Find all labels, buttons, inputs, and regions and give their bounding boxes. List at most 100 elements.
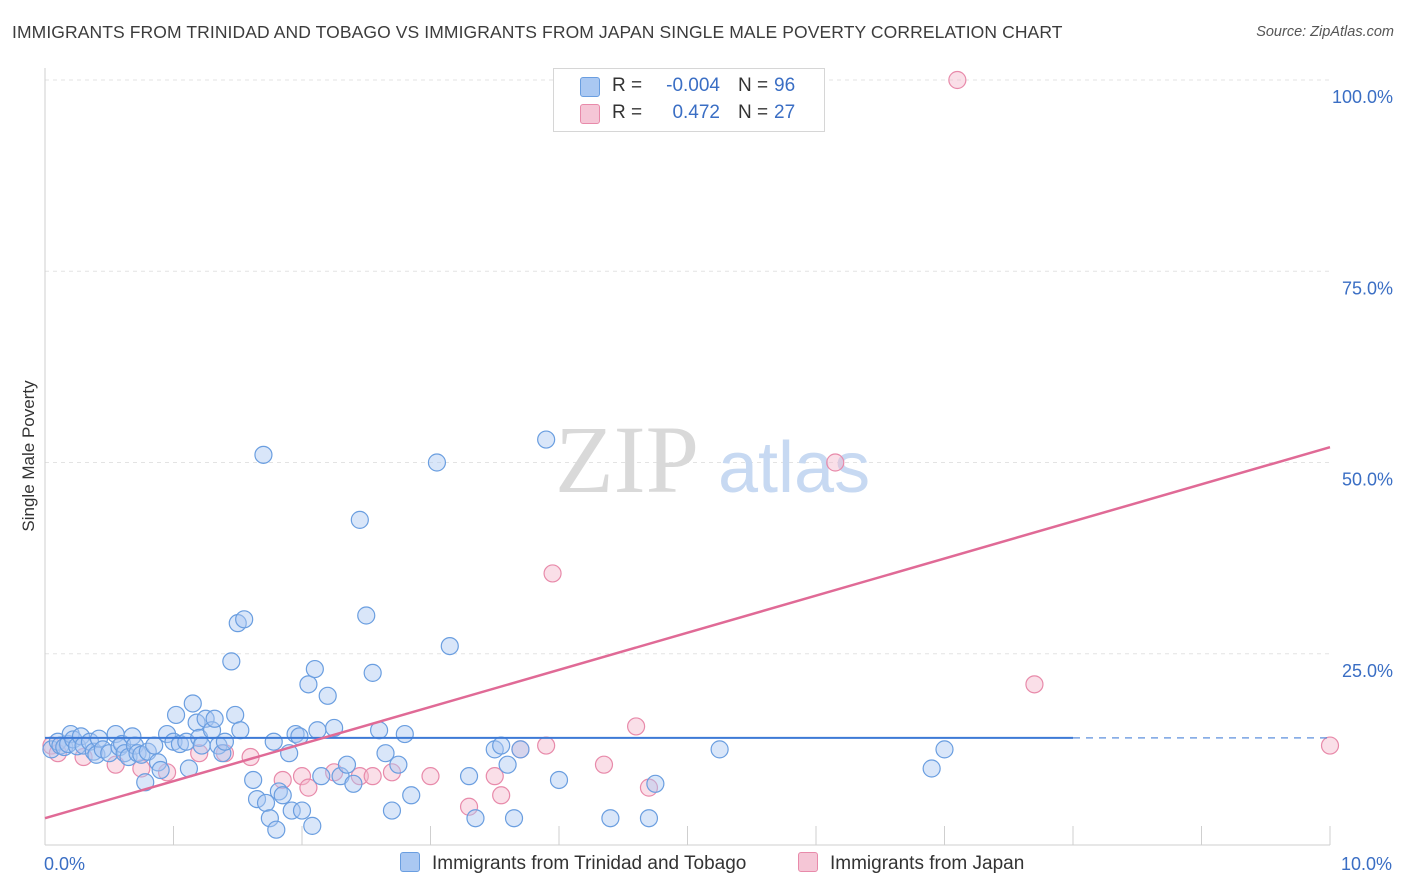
y-tick-label: 50.0% — [1342, 470, 1393, 490]
trinidad-point — [537, 430, 556, 449]
y-tick-label: 25.0% — [1342, 661, 1393, 681]
japan-point — [132, 759, 151, 778]
trinidad-point — [256, 793, 276, 813]
stats-legend: R = -0.004 N = 96 R = 0.472 N = 27 — [553, 68, 825, 132]
japan-point — [363, 767, 382, 786]
trinidad-point — [312, 767, 331, 786]
axes — [44, 68, 1331, 846]
trinidad-point — [344, 774, 363, 793]
japan-point — [485, 767, 504, 786]
trinidad-point — [264, 732, 283, 751]
trinidad-point — [226, 705, 245, 725]
x-tick-label-max: 10.0% — [1341, 854, 1392, 874]
trinidad-point — [213, 744, 232, 763]
trinidad-point — [402, 786, 421, 805]
trend-lines — [44, 445, 1331, 820]
trinidad-point — [511, 740, 530, 759]
trinidad-point — [440, 636, 459, 656]
japan-point — [537, 736, 556, 755]
trinidad-point — [151, 760, 170, 780]
japan-point — [1320, 736, 1340, 755]
watermark: ZIP atlas — [555, 406, 870, 513]
trinidad-point — [504, 809, 524, 828]
trinidad-point — [922, 759, 941, 778]
trinidad-point — [376, 744, 395, 763]
trinidad-point — [646, 774, 665, 793]
legend-r-label: R = — [612, 75, 643, 96]
series-swatch-blue — [400, 852, 420, 872]
trinidad-point — [183, 694, 202, 713]
trinidad-point — [136, 773, 155, 792]
trinidad-point — [308, 721, 327, 740]
trinidad-point — [247, 789, 267, 809]
series-legend-trinidad: Immigrants from Trinidad and Tobago — [400, 852, 746, 875]
trinidad-point — [325, 718, 344, 738]
trinidad-point — [395, 724, 414, 744]
trinidad-point — [292, 801, 312, 820]
trinidad-point — [337, 755, 357, 774]
japan-point — [292, 767, 312, 786]
trinidad-point — [389, 755, 408, 774]
legend-r-label: R = — [612, 102, 643, 123]
gridlines — [45, 79, 1330, 655]
legend-row-japan: R = 0.472 N = 27 — [554, 101, 824, 127]
trinidad-point — [363, 663, 382, 682]
trinidad-point — [100, 744, 119, 763]
series-label-japan: Immigrants from Japan — [830, 853, 1025, 874]
legend-r-value: 0.472 — [672, 102, 720, 123]
trinidad-point — [303, 816, 322, 835]
trinidad-point — [192, 736, 211, 755]
trinidad-point — [187, 713, 206, 732]
trinidad-point — [215, 732, 234, 751]
legend-n-label: N = — [738, 102, 769, 123]
japan-point — [1025, 675, 1044, 694]
trinidad-point — [273, 786, 292, 805]
series-swatch-pink — [798, 852, 818, 872]
trinidad-point — [235, 610, 254, 629]
legend-swatch-pink — [580, 104, 600, 124]
trinidad-point — [549, 770, 569, 790]
y-tick-label: 75.0% — [1342, 278, 1393, 298]
trinidad-point — [254, 445, 273, 464]
chart-title: IMMIGRANTS FROM TRINIDAD AND TOBAGO VS I… — [12, 22, 1063, 42]
y-tick-label: 100.0% — [1332, 87, 1393, 107]
japan-point — [299, 778, 318, 797]
trinidad-point — [282, 801, 301, 820]
japan-point — [492, 786, 511, 805]
series-label-trinidad: Immigrants from Trinidad and Tobago — [432, 853, 747, 874]
source-credit: Source: ZipAtlas.com — [1256, 24, 1394, 40]
trinidad-point — [498, 755, 517, 774]
trinidad-point — [459, 767, 479, 786]
trinidad-point — [267, 820, 286, 839]
watermark-zip: ZIP — [555, 406, 699, 513]
trinidad-point — [710, 740, 729, 759]
trinidad-point — [935, 740, 954, 759]
y-axis-label: Single Male Poverty — [19, 380, 38, 532]
japan-point — [948, 70, 967, 90]
japan-point — [421, 767, 440, 786]
legend-swatch-blue — [580, 77, 600, 97]
watermark-atlas: atlas — [718, 428, 870, 508]
trinidad-point — [260, 809, 279, 828]
trinidad-point — [492, 736, 511, 755]
trinidad-point — [318, 686, 337, 705]
trinidad-point — [357, 606, 376, 625]
japan-point — [543, 564, 562, 583]
legend-n-value: 27 — [774, 102, 796, 123]
legend-n-value: 96 — [774, 75, 796, 96]
legend-row-trinidad: R = -0.004 N = 96 — [554, 74, 824, 100]
trinidad-points — [42, 430, 954, 839]
trinidad-point — [222, 652, 241, 671]
tick-labels: Single Male Poverty 25.0% 50.0% 75.0% 100.0%… — [19, 87, 1393, 874]
japan-trend-line — [44, 445, 1331, 820]
trinidad-point — [639, 809, 659, 828]
trinidad-point — [231, 721, 250, 740]
trinidad-point — [166, 705, 186, 725]
japan-point — [826, 453, 845, 472]
trinidad-point — [466, 809, 485, 828]
series-legend: Immigrants from Trinidad and Tobago Immi… — [0, 852, 1406, 878]
japan-point — [273, 770, 292, 790]
japan-point — [626, 717, 646, 736]
legend-r-value: -0.004 — [666, 75, 720, 96]
